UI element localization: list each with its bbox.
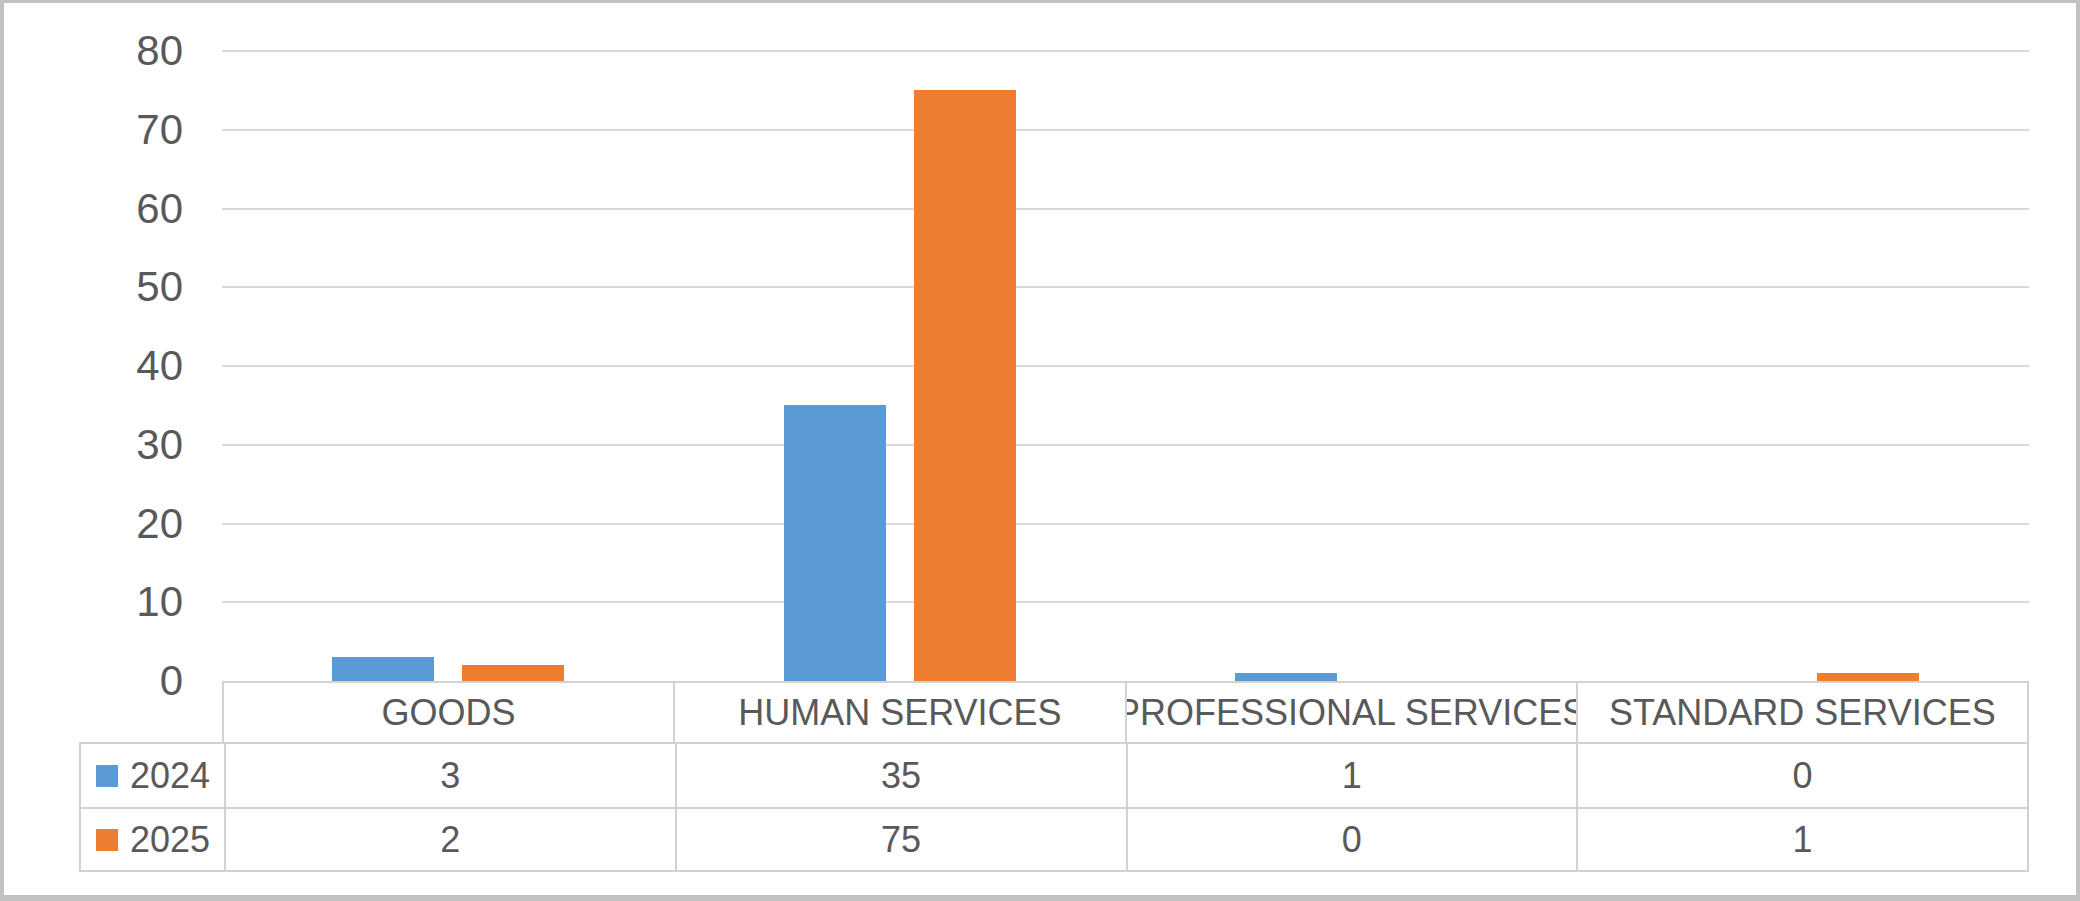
legend-swatch-2025: [96, 829, 118, 851]
legend-label-2025: 2025: [130, 819, 210, 861]
data-table-body: 202433510202527501: [79, 742, 2029, 872]
category-header-goods: GOODS: [224, 683, 673, 742]
category-header-standard-services: STANDARD SERVICES: [1576, 683, 2027, 742]
legend-item-2024: 2024: [81, 744, 224, 807]
value-cell-2025-human-services: 75: [675, 807, 1126, 870]
value-cell-2025-goods: 2: [224, 807, 675, 870]
chart-canvas: 01020304050607080 GOODSHUMAN SERVICESPRO…: [0, 0, 2080, 901]
legend-label-2024: 2024: [130, 755, 210, 797]
value-cell-2024-human-services: 35: [675, 744, 1126, 807]
value-cell-2024-goods: 3: [224, 744, 675, 807]
value-cell-2024-professional-services: 1: [1126, 744, 1577, 807]
category-header-professional-services: PROFESSIONAL SERVICES: [1125, 683, 1576, 742]
value-cell-2025-standard-services: 1: [1576, 807, 2027, 870]
value-cell-2024-standard-services: 0: [1576, 744, 2027, 807]
data-table-header-row: GOODSHUMAN SERVICESPROFESSIONAL SERVICES…: [222, 681, 2029, 742]
value-cell-2025-professional-services: 0: [1126, 807, 1577, 870]
category-header-human-services: HUMAN SERVICES: [673, 683, 1124, 742]
legend-swatch-2024: [96, 765, 118, 787]
data-table: GOODSHUMAN SERVICESPROFESSIONAL SERVICES…: [4, 3, 2076, 895]
legend-item-2025: 2025: [81, 807, 224, 870]
